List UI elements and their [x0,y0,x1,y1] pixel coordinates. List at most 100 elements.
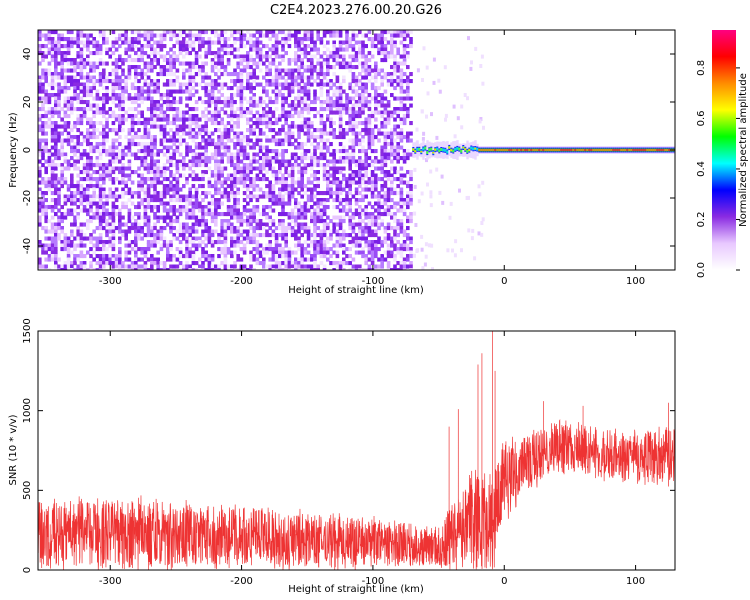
spectrogram-cell [313,107,317,112]
spectrogram-cell [252,205,256,210]
spectrogram-cell [364,215,368,220]
spectrogram-cell [63,261,68,266]
spectrogram-cell [313,229,317,234]
spectrogram-cell [194,229,199,234]
spectrogram-cell [95,89,100,94]
spectrogram-cell [271,44,276,49]
spectrogram-cell [255,82,260,87]
spectrogram-cell [191,240,196,245]
spectrogram-cell [86,103,90,108]
spectrogram-cell [182,68,186,73]
spectrogram-cell [322,107,327,112]
spectrogram-cell [258,149,263,154]
spectrogram-cell [108,166,112,171]
spectrogram-cell [89,233,93,238]
spectrogram-cell [255,187,260,192]
spectrogram-cell [390,254,394,259]
spectrogram-cell [185,226,189,231]
spectrogram-cell [150,156,154,161]
spectrogram-cell [316,110,320,115]
spectrogram-cell [156,177,160,182]
spectrogram-cell [364,117,368,122]
spectrogram-cell [354,58,359,63]
spectrogram-cell [402,114,407,119]
spectrogram-cell [54,261,58,266]
spectrogram-cell [217,254,221,259]
spectrogram-cell [249,163,253,168]
spectrogram-cell [274,264,279,269]
spectrogram-cell [226,96,231,101]
spectrogram-cell [111,166,116,171]
spectrogram-cell [111,110,116,115]
spectrogram-cell [204,142,208,147]
spectrogram-cell [172,264,176,269]
spectrogram-cell [342,250,346,255]
spectrogram-cell [300,110,304,115]
spectrogram-cell [399,54,404,59]
spectrogram-cell [89,40,93,45]
spectrogram-cell [73,261,77,266]
spectrogram-cell [156,72,160,77]
spectrogram-cell [47,159,52,164]
spectrogram-cell [284,82,288,87]
spectrogram-cell [105,138,109,143]
spectrogram-cell [220,61,224,66]
spectrogram-cell [278,198,282,203]
spectrogram-cell [284,149,288,154]
spectrogram-cell [329,261,333,266]
spectrogram-cell [172,257,176,262]
spectrogram-cell [271,33,276,38]
spectrogram-cell [178,33,183,38]
spectrogram-cell [159,124,164,129]
spectrogram-cell [358,177,362,182]
spectrogram-cell [303,170,308,175]
spectrogram-cell [70,198,74,203]
spectrogram-cell [284,254,288,259]
spectrogram-cell [102,33,106,38]
spectrogram-cell [114,264,119,269]
spectrogram-cell [50,257,55,262]
spectrogram-cell [92,79,96,84]
spectrogram-cell [79,222,84,227]
spectrogram-cell [198,208,202,213]
spectrogram-cell [143,159,148,164]
spectrogram-cell [329,254,333,259]
spectrogram-cell [409,215,413,220]
spectrogram-cell [105,37,109,42]
spectrogram-cell [114,194,119,199]
spectrogram-cell [47,180,52,185]
spectrogram-cell [214,128,218,133]
spectrogram-cell [358,51,362,56]
spectrogram-cell [443,65,447,70]
spectrogram-cell [102,166,106,171]
spectrogram-cell [252,236,256,241]
spectrogram-cell [54,180,58,185]
spectrogram-cell [383,110,388,115]
spectrogram-cell [108,114,112,119]
spectrogram-cell [383,124,388,129]
spectrogram-cell [252,177,256,182]
spectrogram-cell [351,156,356,161]
spectrogram-cell [118,124,122,129]
spectrogram-cell [207,100,212,105]
spectrogram-cell [233,131,237,136]
spectrogram-cell [89,177,93,182]
spectrogram-cell [246,208,250,213]
spectrogram-cell [217,121,221,126]
spectrogram-cell [393,236,397,241]
spectrogram-cell [367,117,372,122]
spectrogram-cell [140,187,144,192]
spectrogram-cell [326,222,330,227]
spectrogram-cell [198,44,202,49]
spectrogram-cell [335,159,340,164]
spectrogram-cell [54,61,58,66]
spectrogram-cell [358,264,362,269]
spectrogram-cell [332,82,336,87]
spectrogram-cell [409,138,413,143]
spectrogram-cell [390,54,394,59]
spectrogram-cell [386,72,391,77]
spectrogram-cell [214,103,218,108]
spectrogram-cell [338,166,343,171]
spectrogram-cell [242,86,247,91]
spectrogram-cell [169,152,173,157]
